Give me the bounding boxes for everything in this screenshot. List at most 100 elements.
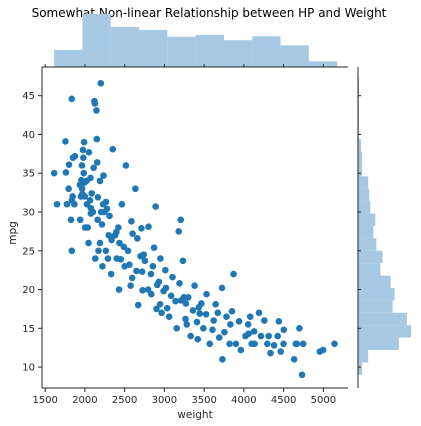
scatter-point bbox=[78, 162, 86, 169]
y-hist-bar bbox=[358, 77, 360, 90]
scatter-point bbox=[104, 255, 112, 262]
scatter-point bbox=[95, 247, 102, 255]
scatter-point bbox=[198, 300, 205, 307]
scatter-point bbox=[106, 212, 113, 220]
x-hist-bar bbox=[54, 49, 83, 67]
scatter-point bbox=[116, 239, 123, 247]
scatter-point bbox=[212, 300, 219, 308]
y-hist-bar bbox=[358, 151, 363, 164]
scatter-point bbox=[270, 342, 278, 349]
x-tick-label: 4500 bbox=[271, 395, 296, 406]
scatter-point bbox=[79, 146, 87, 154]
scatter-point bbox=[128, 217, 135, 225]
scatter-point bbox=[96, 239, 104, 247]
scatter-point bbox=[93, 107, 100, 114]
scatter-point bbox=[67, 216, 75, 224]
scatter-point bbox=[97, 79, 105, 87]
scatter-point bbox=[65, 185, 72, 193]
y-tick-label: 35 bbox=[22, 169, 35, 180]
scatter-point bbox=[107, 270, 115, 278]
scatter-point bbox=[144, 286, 152, 293]
scatter-point bbox=[109, 145, 117, 153]
scatter-point bbox=[232, 340, 240, 348]
scatter-point bbox=[140, 251, 148, 258]
scatter-point bbox=[179, 257, 187, 265]
scatter-point bbox=[117, 255, 125, 263]
scatter-point bbox=[145, 223, 152, 231]
scatter-point bbox=[133, 267, 140, 275]
x-tick-label: 2000 bbox=[72, 395, 97, 406]
scatter-point bbox=[183, 321, 191, 328]
scatter-point bbox=[299, 340, 307, 348]
scatter-point bbox=[153, 305, 160, 313]
y-hist-bar bbox=[358, 263, 381, 276]
y-hist-bar bbox=[358, 114, 360, 127]
scatter-point bbox=[157, 255, 164, 262]
scatter-point bbox=[62, 169, 70, 176]
scatter-point bbox=[94, 216, 101, 224]
scatter-point bbox=[128, 274, 136, 282]
scatter-point bbox=[100, 172, 107, 179]
scatter-point bbox=[298, 371, 306, 379]
scatter-point bbox=[221, 328, 228, 336]
x-tick-label: 2500 bbox=[112, 395, 137, 406]
scatter-point bbox=[196, 310, 204, 317]
scatter-point bbox=[244, 321, 252, 328]
y-hist-bar bbox=[358, 176, 369, 189]
scatter-point bbox=[230, 270, 237, 278]
scatter-point bbox=[63, 200, 71, 208]
scatter-point bbox=[223, 313, 230, 320]
x-hist-bar bbox=[223, 40, 253, 67]
y-tick-label: 45 bbox=[22, 91, 35, 102]
scatter-point bbox=[96, 177, 104, 185]
scatter-point bbox=[141, 257, 149, 265]
scatter-point bbox=[87, 174, 94, 182]
scatter-point bbox=[94, 193, 102, 201]
scatter-point bbox=[210, 317, 217, 324]
scatter-point bbox=[165, 313, 173, 320]
scatter-point bbox=[274, 332, 281, 340]
y-tick-label: 15 bbox=[22, 324, 35, 335]
scatter-point bbox=[261, 317, 268, 324]
y-hist-bar bbox=[358, 238, 377, 251]
scatter-point bbox=[84, 224, 92, 231]
scatter-point bbox=[319, 346, 327, 354]
scatter-point bbox=[138, 224, 145, 232]
y-hist-bar bbox=[358, 139, 362, 152]
y-axis-label: mpg bbox=[7, 221, 19, 245]
x-tick-label: 4000 bbox=[231, 395, 256, 406]
scatter-point bbox=[86, 197, 94, 204]
scatter-point bbox=[191, 282, 198, 289]
scatter-point bbox=[158, 309, 165, 317]
scatter-point bbox=[219, 356, 226, 363]
scatter-point bbox=[293, 340, 301, 348]
scatter-point bbox=[162, 266, 169, 274]
scatter-point bbox=[132, 185, 139, 193]
scatter-point bbox=[71, 152, 79, 160]
chart-title: Somewhat Non-linear Relationship between… bbox=[32, 6, 387, 20]
scatter-point bbox=[50, 169, 58, 177]
scatter-point bbox=[102, 198, 110, 206]
scatter-point bbox=[91, 100, 99, 107]
x-tick-label: 3000 bbox=[152, 395, 177, 406]
scatter-point bbox=[251, 340, 258, 348]
scatter-point bbox=[277, 348, 285, 355]
scatter-point bbox=[169, 273, 176, 281]
scatter-point bbox=[53, 200, 61, 208]
scatter-point bbox=[173, 324, 181, 332]
scatter-point bbox=[108, 236, 115, 244]
x-tick-label: 3500 bbox=[191, 395, 216, 406]
scatter-point bbox=[227, 321, 234, 328]
marginal-x-histogram bbox=[42, 14, 348, 68]
scatter-point bbox=[62, 138, 69, 145]
scatter-point bbox=[280, 326, 288, 334]
scatter-point bbox=[102, 247, 110, 255]
scatter-point bbox=[156, 300, 164, 308]
x-hist-bar bbox=[167, 36, 196, 67]
x-axis-label: weight bbox=[177, 409, 212, 421]
y-hist-bar bbox=[358, 350, 369, 363]
scatter-point bbox=[265, 332, 272, 340]
scatter-point bbox=[65, 161, 73, 168]
scatter-point bbox=[264, 340, 271, 348]
scatter-point bbox=[255, 309, 263, 317]
